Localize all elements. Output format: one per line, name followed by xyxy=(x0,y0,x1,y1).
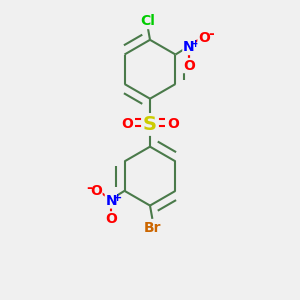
Text: -: - xyxy=(208,27,214,41)
Text: Cl: Cl xyxy=(140,14,155,28)
Text: O: O xyxy=(90,184,102,198)
Text: +: + xyxy=(191,39,200,49)
Text: O: O xyxy=(198,31,210,45)
Text: O: O xyxy=(167,117,179,131)
Text: O: O xyxy=(183,58,195,73)
Text: N: N xyxy=(183,40,195,55)
Text: N: N xyxy=(105,194,117,208)
Text: -: - xyxy=(86,181,92,195)
Text: Br: Br xyxy=(144,221,161,235)
Text: +: + xyxy=(113,193,122,202)
Text: S: S xyxy=(143,115,157,134)
Text: O: O xyxy=(105,212,117,226)
Text: O: O xyxy=(121,117,133,131)
